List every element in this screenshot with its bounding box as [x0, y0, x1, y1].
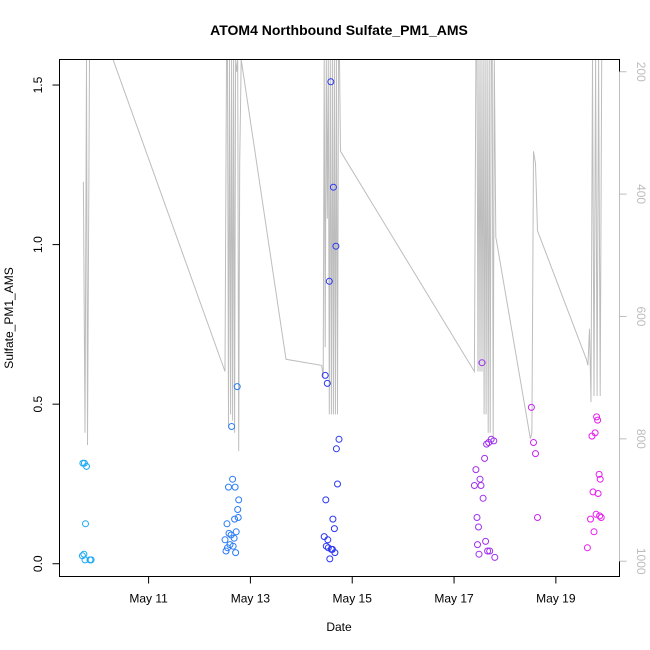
x-tick-label: May 19 [536, 592, 576, 606]
data-point [225, 483, 232, 491]
data-point [324, 536, 332, 544]
y2-tick-label: 600 [634, 306, 648, 326]
y-axis: 0.0 0.5 1.0 1.5 [31, 76, 60, 572]
data-point [583, 544, 591, 552]
data-point [329, 515, 337, 523]
data-point [234, 514, 242, 521]
data-point [335, 435, 343, 443]
data-point [321, 371, 329, 379]
data-point [232, 528, 240, 536]
data-point [532, 450, 539, 458]
data-point [592, 510, 600, 518]
data-point [597, 514, 605, 521]
x-tick-label: May 15 [333, 592, 373, 606]
data-point [486, 547, 494, 555]
data-point [587, 515, 594, 523]
data-point [594, 416, 602, 424]
x-tick-label: May 13 [231, 592, 271, 606]
data-point [491, 553, 499, 561]
data-point [474, 541, 481, 549]
pressure-line [82, 59, 603, 452]
data-point [472, 466, 480, 474]
data-point [230, 534, 238, 542]
pressure-series-layer [82, 59, 603, 452]
data-point [596, 475, 604, 483]
data-point [330, 525, 338, 533]
y-tick-label: 1.5 [31, 76, 45, 93]
x-axis: May 11 May 13 May 15 May 17 May 19 [129, 576, 576, 606]
data-point [329, 183, 337, 191]
data-point [323, 379, 331, 387]
data-point [527, 403, 535, 411]
data-point [534, 514, 541, 521]
data-point [235, 496, 243, 504]
data-point [483, 440, 491, 448]
data-point [473, 514, 481, 521]
y2-tick-label: 400 [634, 184, 648, 204]
data-point [470, 482, 478, 489]
data-point [221, 536, 229, 544]
data-points-layer [78, 78, 605, 564]
y-tick-label: 0.0 [31, 555, 45, 572]
data-point [332, 445, 340, 453]
data-point [225, 529, 233, 537]
data-point [481, 454, 489, 462]
data-point [228, 423, 236, 430]
data-point [233, 383, 241, 391]
data-point [595, 470, 603, 478]
data-point [322, 496, 330, 504]
y2-tick-label: 200 [634, 62, 648, 82]
data-point [229, 542, 237, 550]
x-tick-label: May 11 [129, 592, 168, 606]
data-point [593, 413, 601, 421]
x-axis-label: Date [326, 620, 352, 634]
data-point [234, 506, 242, 513]
data-point [232, 549, 240, 557]
data-point [478, 359, 486, 367]
data-point [475, 523, 482, 531]
data-point [325, 277, 333, 285]
x-tick-label: May 17 [434, 592, 474, 606]
y2-axis-pressure: 200 400 600 800 1000 [619, 62, 648, 575]
data-point [490, 437, 498, 445]
data-point [231, 483, 239, 491]
data-point [484, 547, 492, 555]
data-point [322, 542, 330, 550]
data-point [82, 520, 89, 528]
data-point [475, 550, 483, 558]
data-point [83, 462, 90, 470]
data-point [229, 475, 237, 483]
y2-tick-label: 1000 [634, 548, 648, 575]
data-point [479, 494, 487, 502]
data-point [331, 549, 339, 557]
chart-title: ATOM4 Northbound Sulfate_PM1_AMS [210, 22, 468, 38]
data-point [332, 242, 340, 250]
data-point [326, 555, 334, 563]
y-axis-label: Sulfate_PM1_AMS [2, 267, 16, 368]
data-point [223, 520, 231, 528]
data-point [596, 512, 604, 520]
y-tick-label: 0.5 [31, 396, 45, 413]
data-point [231, 515, 239, 523]
data-point [530, 439, 537, 446]
y-tick-label: 1.0 [31, 236, 45, 253]
data-point [222, 547, 230, 555]
data-point [327, 78, 335, 86]
data-point [594, 490, 602, 497]
data-point [590, 528, 598, 536]
data-point [482, 537, 490, 545]
data-point [477, 482, 485, 489]
data-point [87, 556, 95, 564]
y2-tick-label: 800 [634, 429, 648, 449]
data-point [334, 480, 341, 488]
data-point [591, 429, 599, 437]
